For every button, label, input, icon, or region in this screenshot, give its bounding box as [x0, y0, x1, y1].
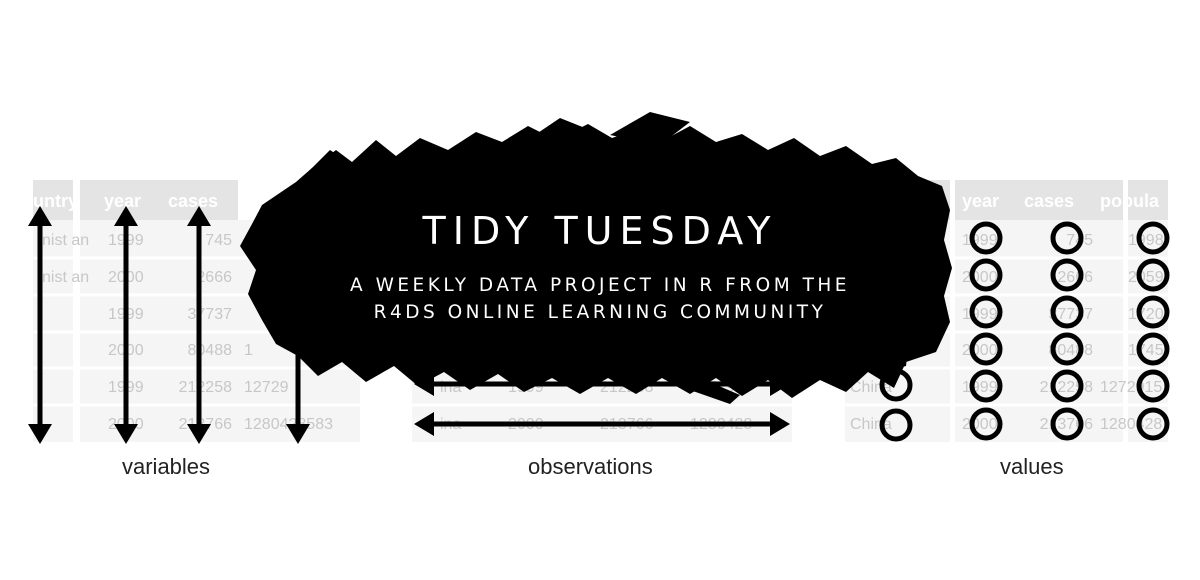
circle-icon [969, 369, 1003, 403]
population-cell: 2059 [1128, 269, 1164, 286]
circle-icon [1050, 332, 1084, 366]
header-cell [1017, 180, 1097, 220]
circle-icon [969, 332, 1003, 366]
cases-cell: 2666 [1057, 269, 1093, 286]
circle-icon [1136, 369, 1170, 403]
double-arrow-vertical-icon [114, 206, 138, 444]
caption-variables: variables [122, 454, 211, 479]
year-cell: 2000 [962, 342, 998, 359]
circle-icon [1136, 258, 1170, 292]
population-cell: 1745 [1128, 342, 1164, 359]
circle-icon [879, 408, 913, 442]
cases-cell: 212258 [1040, 379, 1093, 396]
header-cases: cases [1024, 191, 1074, 211]
header-cases: cases [168, 191, 218, 211]
variable-arrows [28, 206, 310, 444]
year-cell: 1999 [962, 232, 998, 249]
circle-icon [1050, 407, 1084, 441]
year-cell: 1999 [962, 379, 998, 396]
circle-icon [969, 295, 1003, 329]
circle-icon [1050, 369, 1084, 403]
circle-icon [1136, 332, 1170, 366]
circle-icon [1136, 295, 1170, 329]
header-cell [1097, 180, 1123, 220]
header-cell [80, 180, 160, 220]
header-cell [1128, 180, 1168, 220]
cases-cell: 37737 [188, 306, 233, 323]
banner-title: TIDY TUESDAY [422, 209, 778, 253]
header-year: year [104, 191, 141, 211]
header-year: year [962, 191, 999, 211]
value-circles [879, 221, 1170, 442]
caption-values: values [1000, 454, 1064, 479]
population-cell: 12729 [244, 379, 289, 396]
header-population: popula [1100, 191, 1160, 211]
caption-observations: observations [528, 454, 653, 479]
year-cell: 2000 [962, 416, 998, 433]
circle-icon [969, 221, 1003, 255]
double-arrow-vertical-icon [187, 206, 211, 444]
banner-subtitle: A WEEKLY DATA PROJECT IN R FROM THE R4DS… [255, 272, 945, 326]
brush-stroke [240, 112, 952, 404]
country-cell: nist an [42, 232, 89, 249]
circle-icon [1050, 258, 1084, 292]
circle-icon [1136, 407, 1170, 441]
year-cell: 2000 [962, 269, 998, 286]
header-cell [955, 180, 1017, 220]
subtitle-line-1: A WEEKLY DATA PROJECT IN R FROM THE [350, 275, 850, 296]
circle-icon [969, 258, 1003, 292]
circle-icon [969, 407, 1003, 441]
cases-cell: 2666 [196, 269, 232, 286]
population-cell: 1280428 [1100, 416, 1162, 433]
year-cell: 1999 [962, 306, 998, 323]
circle-icon [1050, 221, 1084, 255]
double-arrow-horizontal-icon [414, 412, 790, 436]
cases-cell: 212258 [179, 379, 232, 396]
subtitle-line-2: R4DS ONLINE LEARNING COMMUNITY [373, 302, 827, 323]
population-cell: 1720 [1128, 306, 1164, 323]
cases-cell: 745 [205, 232, 232, 249]
cases-cell: 80488 [188, 342, 233, 359]
double-arrow-vertical-icon [28, 206, 52, 444]
cases-cell: 213766 [1040, 416, 1093, 433]
country-cell: nist an [42, 269, 89, 286]
population-cell: 1 [244, 342, 253, 359]
circle-icon [1136, 221, 1170, 255]
population-cell: 1272915 [1100, 379, 1162, 396]
population-cell: 1998 [1128, 232, 1164, 249]
header-country: untry [33, 191, 78, 211]
circle-icon [1050, 295, 1084, 329]
banner-title-block: TIDY TUESDAY A WEEKLY DATA PROJECT IN R … [255, 212, 945, 326]
